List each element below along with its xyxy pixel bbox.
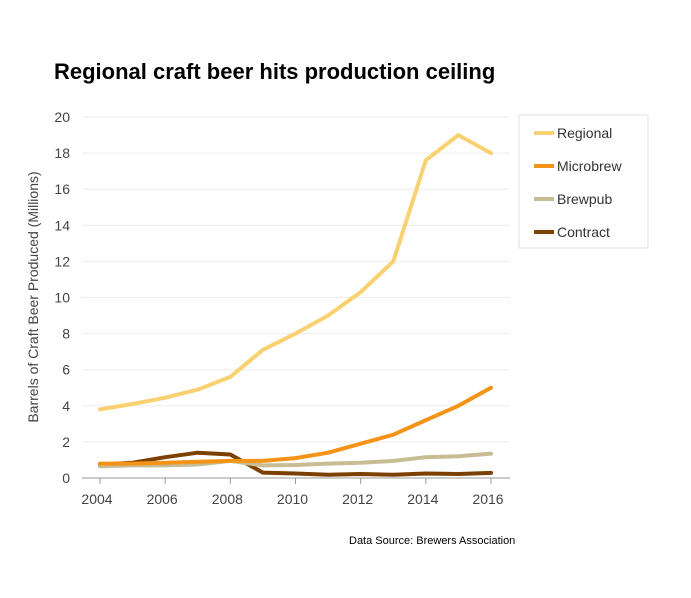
x-tick-label: 2006 (147, 491, 178, 507)
y-tick-label: 6 (62, 362, 70, 378)
y-tick-label: 18 (54, 145, 70, 161)
series-lines (98, 133, 493, 477)
y-axis-label: Barrels of Craft Beer Produced (Millions… (25, 171, 41, 422)
y-tick-label: 2 (62, 434, 70, 450)
series-line-contract (98, 450, 493, 477)
y-tick-label: 8 (62, 326, 70, 342)
y-tick-label: 10 (54, 290, 70, 306)
x-tick-label: 2014 (407, 491, 438, 507)
y-tick-labels: 0 2 4 6 8 10 12 14 16 18 20 (54, 109, 70, 486)
x-tick-label: 2010 (277, 491, 308, 507)
y-tick-label: 0 (62, 470, 70, 486)
y-tick-label: 16 (54, 181, 70, 197)
series-line-microbrew (98, 385, 493, 466)
legend-label-contract: Contract (557, 224, 610, 240)
series-line-regional (98, 133, 493, 412)
y-tick-label: 12 (54, 253, 70, 269)
x-tick-label: 2004 (81, 491, 112, 507)
legend: Regional Microbrew Brewpub Contract (518, 114, 649, 249)
legend-label-microbrew: Microbrew (557, 158, 622, 174)
data-source-note: Data Source: Brewers Association (349, 535, 516, 547)
x-tick-label: 2016 (472, 491, 503, 507)
gridlines (82, 116, 510, 443)
x-tick-label: 2012 (342, 491, 373, 507)
legend-label-brewpub: Brewpub (557, 191, 612, 207)
x-tick-label: 2008 (212, 491, 243, 507)
y-tick-label: 20 (54, 109, 70, 125)
y-tick-label: 4 (62, 398, 70, 414)
legend-label-regional: Regional (557, 125, 612, 141)
chart-title: Regional craft beer hits production ceil… (54, 59, 496, 84)
x-tick-labels: 2004 2006 2008 2010 2012 2014 2016 (81, 478, 504, 507)
series-line-brewpub (98, 451, 493, 469)
y-tick-label: 14 (54, 217, 70, 233)
legend-box (518, 114, 649, 249)
